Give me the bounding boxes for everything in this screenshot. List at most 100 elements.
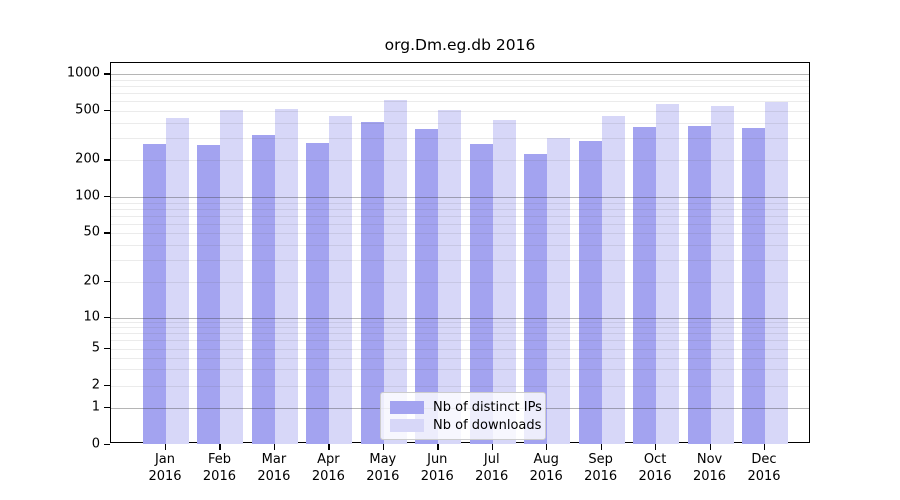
x-tick-mark: [546, 443, 548, 450]
bar-downloads-apr: [329, 115, 353, 445]
gridline-minor: [111, 86, 809, 88]
x-tick-label-jan: Jan 2016: [148, 451, 182, 484]
x-tick-label-jul: Jul 2016: [475, 451, 509, 484]
bar-downloads-mar: [274, 109, 298, 445]
bar-distinct-ips-oct: [633, 127, 657, 445]
x-tick-mark: [764, 443, 766, 450]
bar-distinct-ips-may: [360, 121, 384, 445]
x-tick-label-nov: Nov 2016: [692, 451, 727, 484]
gridline-minor: [111, 111, 809, 112]
y-tick-mark: [103, 232, 110, 234]
gridline-minor: [111, 340, 809, 342]
gridline-minor: [111, 93, 809, 95]
x-tick-mark: [600, 443, 602, 450]
legend-label: Nb of downloads: [433, 417, 542, 433]
bar-downloads-dec: [765, 101, 788, 445]
x-tick-label-sep: Sep 2016: [584, 451, 618, 484]
legend-entry: Nb of distinct IPs: [390, 398, 542, 416]
y-tick-label: 1000: [66, 65, 100, 81]
gridline-minor: [111, 281, 809, 283]
x-tick-label-aug: Aug 2016: [529, 451, 563, 484]
gridline-minor: [111, 233, 809, 235]
legend-entry: Nb of downloads: [390, 416, 541, 434]
y-tick-mark: [103, 73, 110, 75]
y-tick-mark: [103, 347, 110, 349]
y-tick-label: 20: [83, 273, 100, 289]
gridline-minor: [111, 245, 809, 247]
x-tick-label-mar: Mar 2016: [257, 451, 291, 484]
x-tick-mark: [219, 443, 221, 450]
gridline-minor: [111, 123, 809, 124]
legend-swatch-downloads: [390, 418, 424, 432]
x-tick-mark: [655, 443, 657, 450]
y-tick-label: 50: [83, 224, 100, 240]
bar-downloads-sep: [601, 115, 625, 445]
bar-distinct-ips-mar: [251, 135, 275, 445]
y-tick-mark: [103, 159, 110, 161]
bar-distinct-ips-sep: [578, 141, 602, 445]
legend-label: Nb of distinct IPs: [433, 399, 542, 415]
bar-downloads-may: [383, 100, 407, 445]
bar-distinct-ips-jul: [469, 143, 493, 445]
bar-distinct-ips-dec: [742, 128, 765, 445]
y-tick-label: 10: [83, 309, 100, 324]
x-tick-label-oct: Oct 2016: [638, 451, 672, 484]
gridline-minor: [111, 101, 809, 103]
gridline-major: [111, 197, 809, 198]
y-tick-mark: [103, 196, 110, 198]
x-tick-mark: [382, 443, 385, 450]
bar-downloads-feb: [220, 109, 244, 445]
bar-downloads-oct: [656, 104, 680, 445]
gridline-major: [111, 74, 809, 76]
gridline-minor: [111, 327, 809, 329]
gridline-minor: [111, 333, 809, 335]
gridline-minor: [111, 260, 809, 262]
x-tick-mark: [709, 443, 711, 450]
gridline-minor: [111, 160, 809, 162]
y-tick-label: 5: [91, 340, 100, 355]
x-tick-label-jun: Jun 2016: [420, 451, 454, 484]
bar-downloads-nov: [710, 106, 734, 445]
y-tick-label: 200: [75, 151, 100, 167]
y-tick-mark: [103, 385, 110, 387]
gridline-minor: [111, 79, 809, 81]
bar-distinct-ips-aug: [524, 153, 548, 445]
bar-downloads-jun: [438, 110, 462, 445]
gridline-minor: [111, 386, 809, 387]
bar-distinct-ips-apr: [306, 142, 330, 445]
x-tick-mark: [165, 443, 167, 450]
y-tick-label: 0: [91, 436, 100, 451]
y-tick-label: 500: [75, 102, 100, 118]
y-tick-mark: [103, 110, 110, 112]
y-tick-label: 1: [91, 399, 100, 415]
plot-area: [110, 62, 810, 445]
gridline-minor: [111, 215, 809, 217]
bar-distinct-ips-jun: [415, 129, 439, 445]
legend: Nb of distinct IPs Nb of downloads: [380, 392, 546, 440]
gridline-minor: [111, 223, 809, 225]
x-tick-mark: [491, 443, 494, 450]
gridline-minor: [111, 322, 809, 324]
y-tick-label: 100: [75, 188, 100, 204]
y-tick-mark: [103, 280, 110, 282]
y-tick-mark: [103, 316, 110, 318]
x-tick-label-may: May 2016: [366, 451, 400, 484]
gridline-minor: [111, 208, 809, 210]
bar-distinct-ips-nov: [687, 126, 711, 445]
gridline-minor: [111, 357, 809, 359]
bar-downloads-jul: [492, 120, 516, 445]
x-tick-label-feb: Feb 2016: [202, 451, 236, 484]
legend-swatch-distinct-ips: [390, 400, 424, 414]
y-tick-mark: [103, 407, 110, 409]
y-tick-label: 2: [91, 377, 100, 393]
gridline-minor: [111, 348, 809, 350]
bar-distinct-ips-feb: [197, 144, 221, 445]
bar-downloads-aug: [547, 138, 571, 445]
gridline-minor: [111, 202, 809, 204]
y-tick-mark: [103, 443, 110, 445]
bar-distinct-ips-jan: [143, 144, 166, 445]
x-tick-label-dec: Dec 2016: [747, 451, 781, 484]
gridline-major: [111, 317, 809, 319]
x-tick-mark: [328, 443, 330, 450]
